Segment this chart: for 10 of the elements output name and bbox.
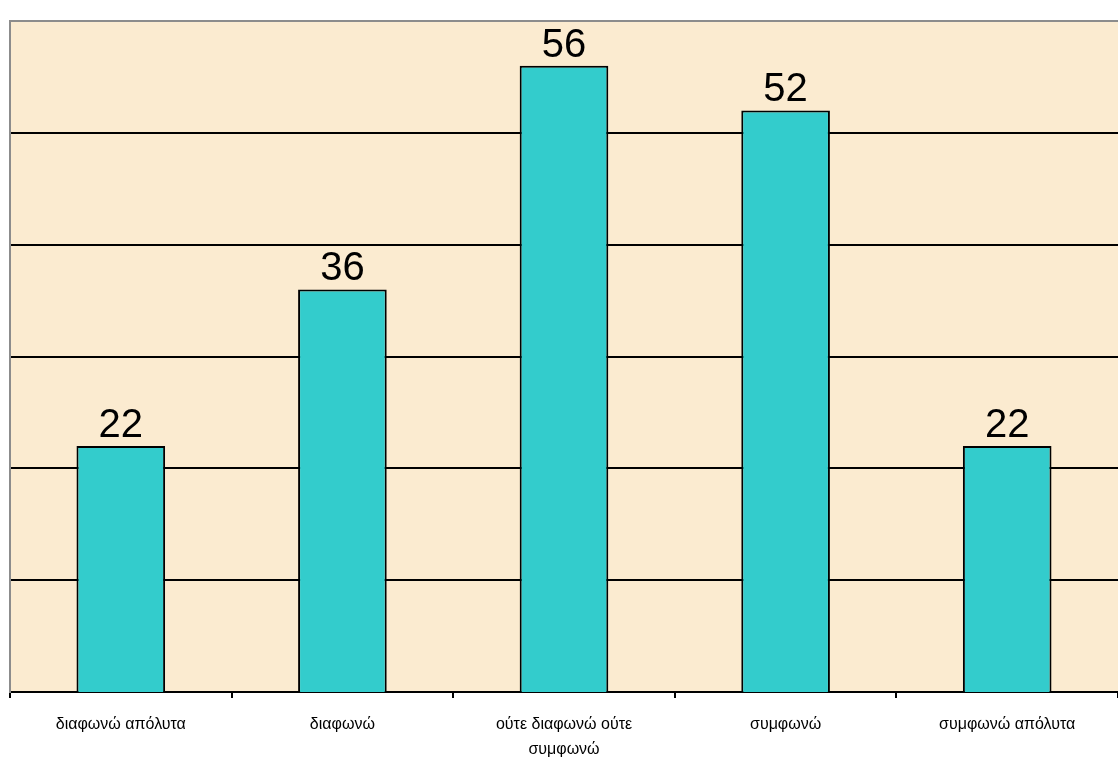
- data-label: 22: [984, 400, 1030, 445]
- x-tick-label: διαφωνώ: [309, 714, 375, 732]
- data-label: 56: [541, 20, 587, 65]
- x-tick-label: ούτε διαφωνώ ούτε συμφωνώ: [495, 714, 633, 757]
- data-label: 36: [320, 244, 365, 289]
- x-tick-label: διαφωνώ απόλυτα: [55, 714, 186, 732]
- data-label: 22: [98, 400, 144, 445]
- x-tick-label: συμφωνώ απόλυτα: [939, 714, 1076, 732]
- x-tick-label: συμφωνώ: [750, 714, 822, 732]
- data-label: 52: [763, 65, 808, 110]
